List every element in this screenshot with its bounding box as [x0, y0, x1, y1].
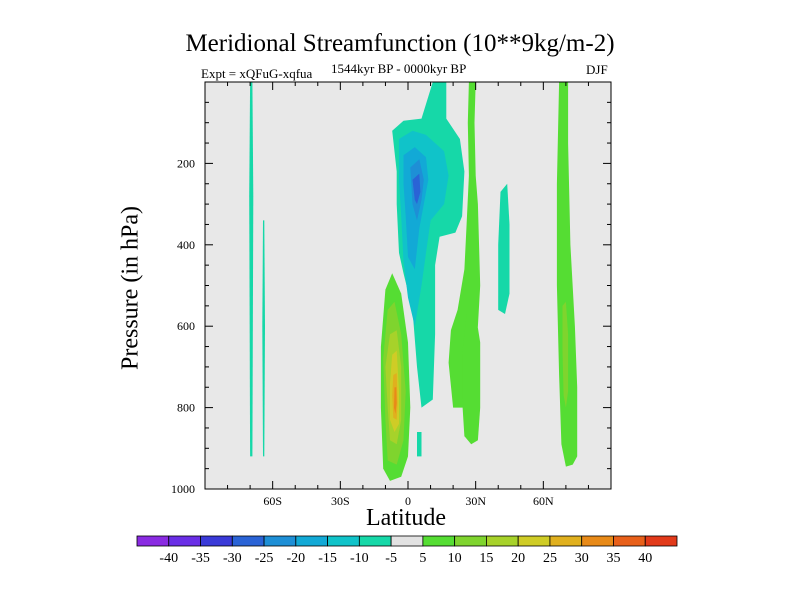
colorbar-label: 25 [543, 551, 557, 566]
contour-negative-core-25 [412, 173, 421, 205]
x-tick-label: 0 [405, 494, 411, 508]
colorbar-label: 10 [448, 551, 462, 566]
colorbar-swatch [263, 535, 297, 547]
colorbar-label: 40 [638, 551, 652, 566]
x-axis-label: Latitude [366, 505, 446, 531]
y-tick-label: 200 [177, 156, 195, 170]
axis-ticks: 60S 30S 0 30N 60N 200 400 600 800 1000 [171, 82, 611, 508]
colorbar-label: 35 [606, 551, 620, 566]
colorbar-swatch [517, 535, 551, 547]
y-tick-label: 600 [177, 319, 195, 333]
colorbar-label: 30 [575, 551, 589, 566]
colorbar-label: -40 [159, 551, 178, 566]
colorbar-swatch [486, 535, 519, 547]
colorbar-label: -15 [318, 551, 337, 566]
contour-nh-polar-cell-10 [562, 301, 569, 408]
x-tick-label: 30N [465, 494, 486, 508]
y-tick-label: 1000 [171, 482, 195, 496]
colorbar-label: -25 [255, 551, 274, 566]
contour-nh-tropical-lower [462, 314, 481, 445]
colorbar-swatch [295, 535, 328, 547]
contour-regions [249, 82, 578, 481]
colorbar-swatch [136, 535, 170, 547]
colorbar-swatch [549, 535, 583, 547]
chart-title: Meridional Streamfunction (10**9kg/m-2) [185, 30, 615, 57]
y-tick-label: 800 [177, 401, 195, 415]
colorbar-swatch [231, 535, 265, 547]
colorbar-label: 15 [479, 551, 493, 566]
contour-nh-polar-cell-5 [556, 82, 578, 467]
contour-sfc-bump-near-0 [417, 432, 422, 457]
colorbar-swatch [644, 535, 678, 547]
period-label: 1544kyr BP - 0000kyr BP [331, 61, 467, 76]
x-tick-label: 30S [331, 494, 350, 508]
colorbar-label: -5 [385, 551, 397, 566]
contour-sh-column-2 [262, 220, 265, 457]
colorbar-swatch [422, 535, 456, 547]
colorbar-label: 5 [419, 551, 426, 566]
x-tick-label: 60N [533, 494, 554, 508]
colorbar-swatch [581, 535, 614, 547]
colorbar: -40 -35 -30 -25 -20 -15 -10 -5 5 10 15 20 25 30 35 40 [136, 535, 678, 566]
colorbar-label: -30 [223, 551, 242, 566]
colorbar-label: -35 [191, 551, 210, 566]
colorbar-swatch [613, 535, 646, 547]
colorbar-swatch [390, 535, 424, 547]
colorbar-swatch [358, 535, 392, 547]
season-label: DJF [586, 62, 608, 77]
colorbar-swatch [454, 535, 487, 547]
contour-hadley-cell-30 [394, 387, 397, 414]
colorbar-label: 20 [511, 551, 525, 566]
experiment-label: Expt = xQFuG-xqfua [201, 66, 313, 81]
contour-nh-column-40 [498, 183, 510, 314]
contour-sh-polar-cell [249, 82, 254, 457]
colorbar-label: -20 [286, 551, 305, 566]
x-tick-label: 60S [263, 494, 282, 508]
colorbar-swatch [168, 535, 201, 547]
colorbar-swatch [327, 535, 360, 547]
colorbar-swatch [200, 535, 233, 547]
colorbar-label: -10 [350, 551, 369, 566]
y-tick-label: 400 [177, 238, 195, 252]
